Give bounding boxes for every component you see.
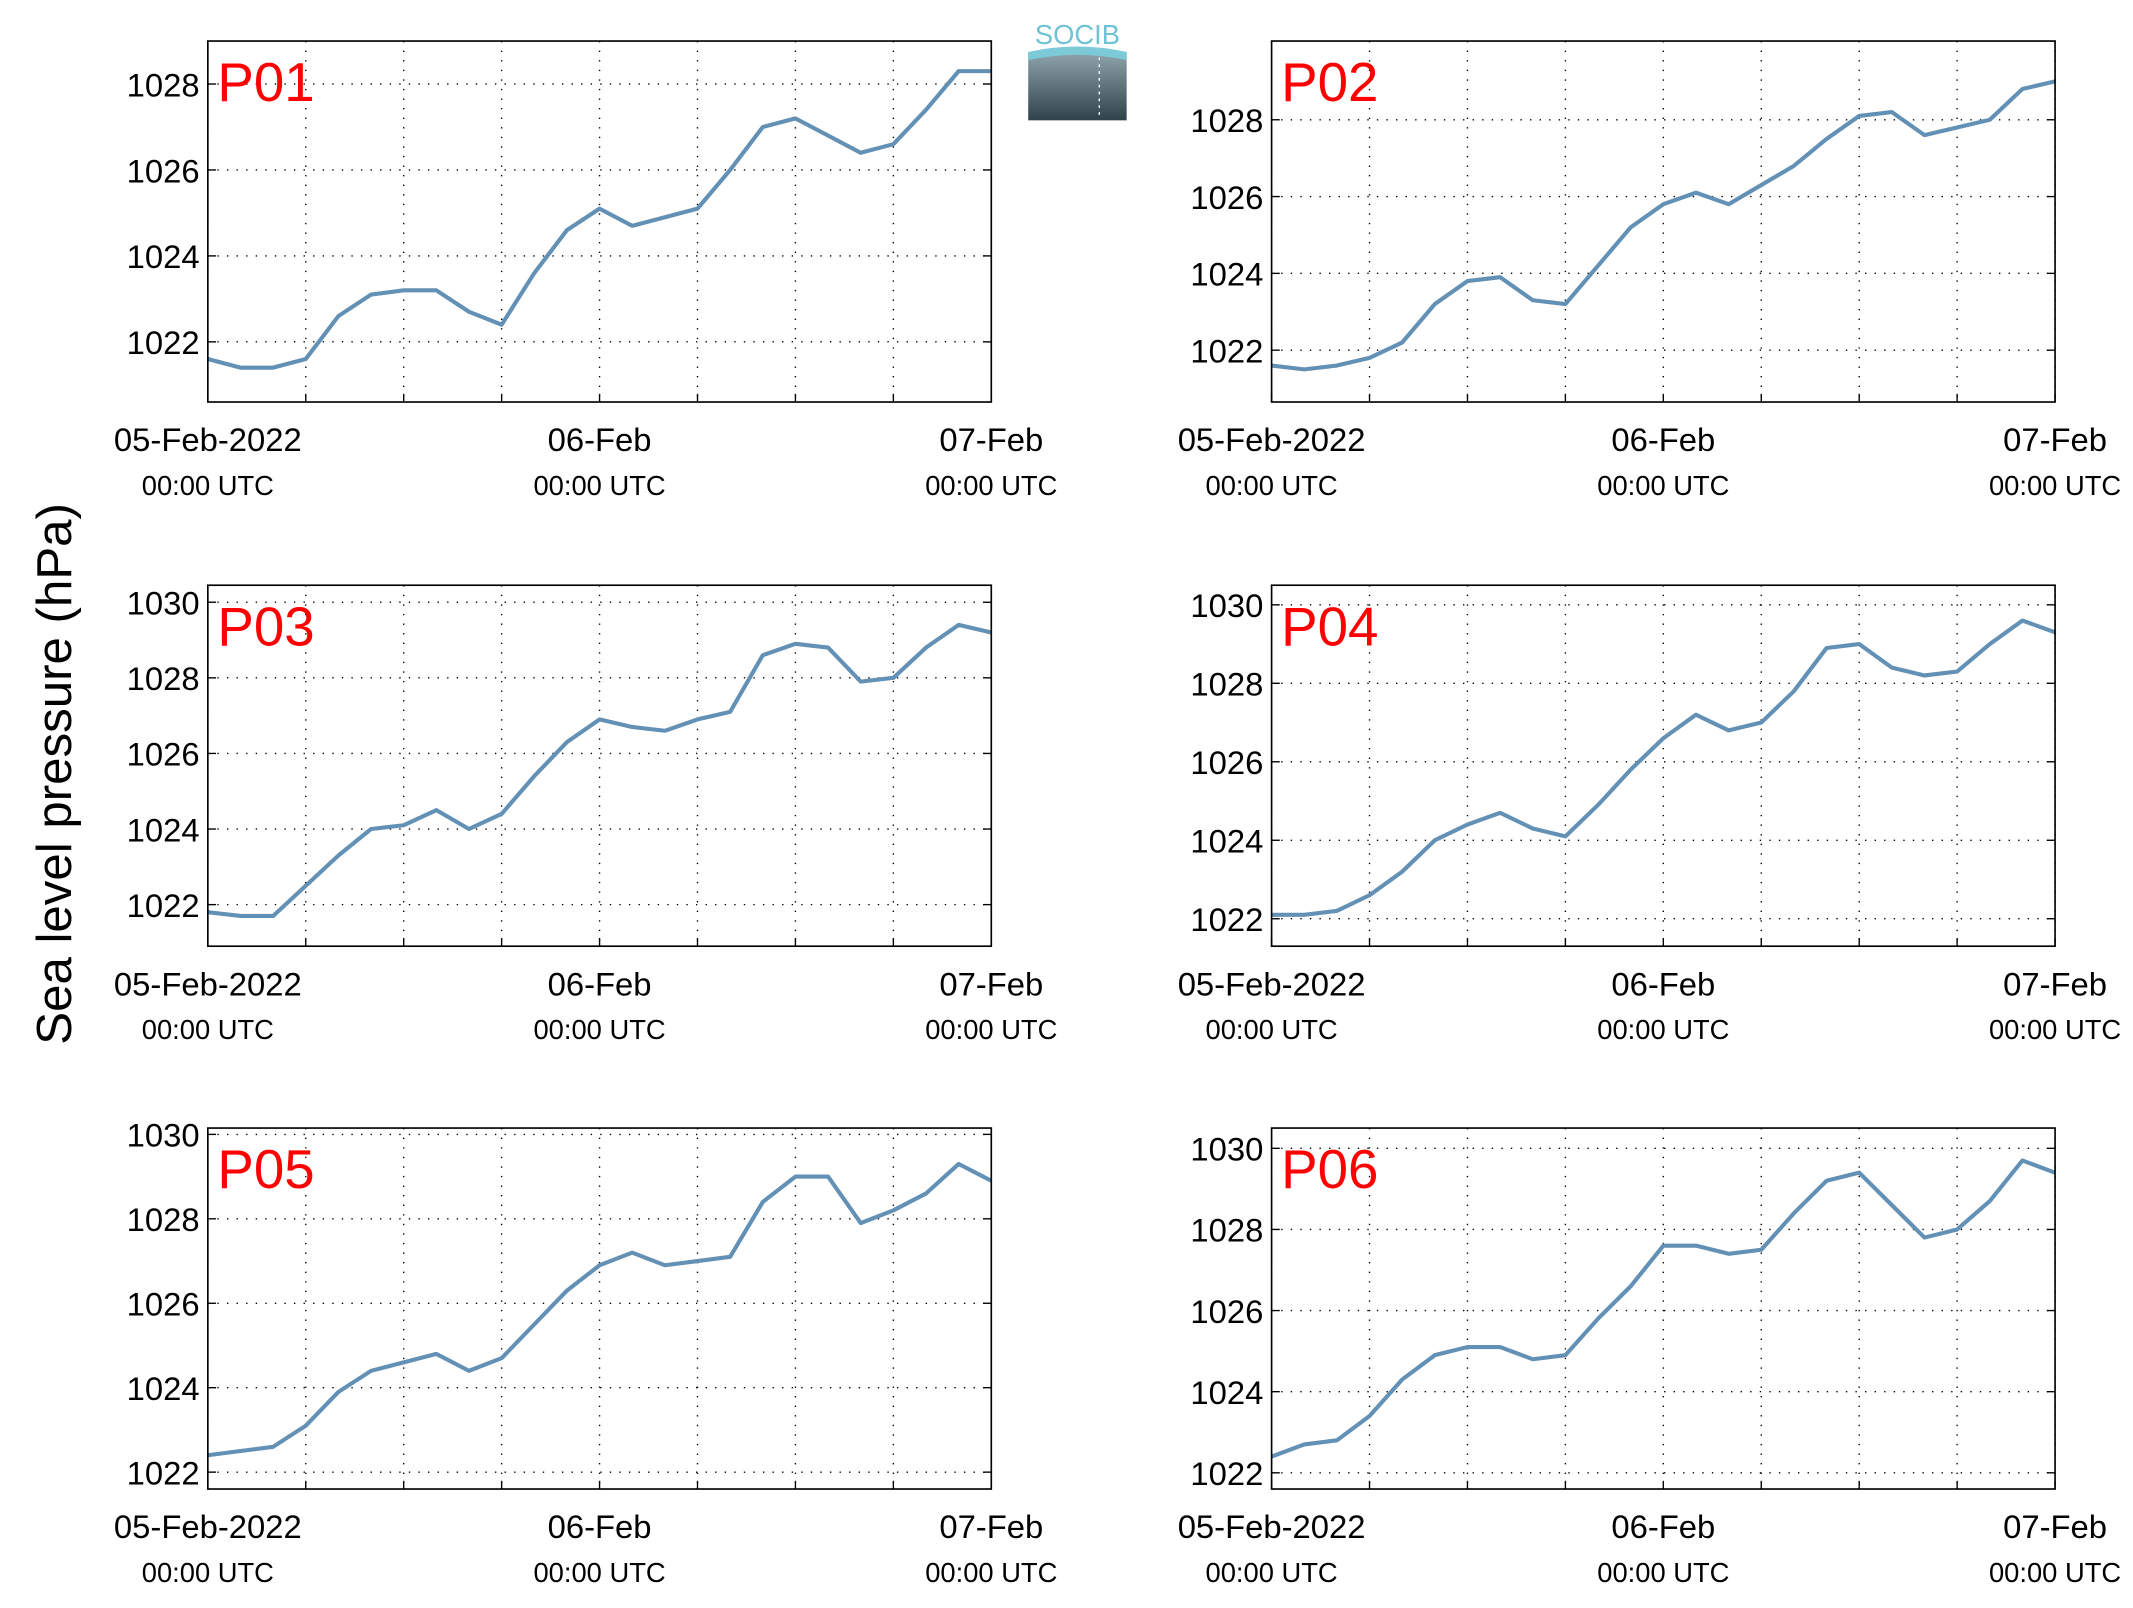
plot-frame (207, 40, 993, 403)
y-tick-label: 1024 (1190, 256, 1263, 293)
plot-area (207, 1128, 992, 1490)
x-tick-sublabel: 00:00 UTC (925, 470, 1057, 501)
x-tick-label: 06-Feb (1611, 421, 1715, 458)
x-tick-label: 05-Feb-2022 (1178, 965, 1366, 1002)
x-tick-sublabel: 00:00 UTC (1597, 470, 1729, 501)
x-tick-sublabel: 00:00 UTC (533, 1014, 665, 1045)
panel: 1022 1024 1026 1028 05-Feb-2022 00:00 UTC 06-F… (1178, 40, 2121, 501)
x-tick-sublabel: 00:00 UTC (1206, 1014, 1338, 1045)
x-tick-label: 06-Feb (548, 421, 652, 458)
y-tick-label: 1030 (1190, 587, 1263, 624)
x-tick-label: 07-Feb (939, 1508, 1043, 1545)
panel: 1022 1024 1026 1028 1030 05-Feb-2022 00:00 UTC… (1178, 584, 2121, 1045)
y-tick-label: 1024 (127, 1370, 200, 1407)
panel-title: P06 (1281, 1138, 1378, 1200)
panel: 1022 1024 1026 1028 1030 05-Feb-2022 00:00 UTC… (1178, 1127, 2121, 1588)
y-tick-label: 1026 (1190, 179, 1263, 216)
y-tick-label: 1028 (1190, 1212, 1263, 1249)
x-tick-label: 05-Feb-2022 (114, 965, 302, 1002)
y-tick-label: 1028 (1190, 102, 1263, 139)
plot-frame (207, 584, 993, 948)
y-tick-label: 1028 (127, 660, 200, 697)
x-tick-sublabel: 00:00 UTC (142, 1014, 274, 1045)
y-tick-label: 1022 (1190, 901, 1263, 938)
y-tick-label: 1024 (1190, 1374, 1263, 1411)
plot-frame (1270, 584, 2056, 948)
x-tick-label: 07-Feb (2003, 1508, 2107, 1545)
y-tick-label: 1022 (1190, 1455, 1263, 1492)
logo-mark (1028, 51, 1127, 121)
x-tick-sublabel: 00:00 UTC (533, 1557, 665, 1588)
y-tick-label: 1030 (127, 585, 200, 622)
panel-title: P04 (1281, 595, 1378, 657)
plot-frame (207, 1127, 993, 1490)
y-tick-label: 1026 (127, 152, 200, 189)
x-tick-label: 07-Feb (939, 421, 1043, 458)
x-tick-sublabel: 00:00 UTC (533, 470, 665, 501)
y-tick-label: 1022 (127, 887, 200, 924)
x-tick-sublabel: 00:00 UTC (925, 1557, 1057, 1588)
panel: 1022 1024 1026 1028 1030 05-Feb-2022 00:00 UTC… (114, 1117, 1057, 1588)
panel-title: P05 (217, 1138, 314, 1200)
y-tick-label: 1028 (1190, 666, 1263, 703)
x-tick-label: 06-Feb (1611, 965, 1715, 1002)
x-tick-sublabel: 00:00 UTC (925, 1014, 1057, 1045)
y-tick-label: 1026 (1190, 744, 1263, 781)
y-tick-label: 1022 (127, 1454, 200, 1491)
y-axis-label: Sea level pressure (hPa) (27, 503, 82, 1045)
panel-title: P02 (1281, 51, 1378, 113)
series-line (207, 1161, 993, 1458)
y-tick-label: 1024 (1190, 823, 1263, 860)
plot-area (1271, 1128, 2056, 1490)
y-tick-label: 1022 (127, 324, 200, 361)
y-tick-label: 1030 (127, 1117, 200, 1154)
logo: SOCIB (1028, 19, 1127, 121)
y-tick-label: 1028 (127, 1201, 200, 1238)
series-line (207, 622, 992, 919)
x-tick-label: 06-Feb (1611, 1508, 1715, 1545)
plot-frame (1270, 1127, 2056, 1490)
plot-area (1271, 585, 2056, 947)
x-tick-label: 05-Feb-2022 (1178, 1508, 1366, 1545)
series-line (1270, 1158, 2056, 1459)
plot-area (207, 41, 992, 403)
x-tick-label: 07-Feb (2003, 421, 2107, 458)
x-tick-sublabel: 00:00 UTC (142, 1557, 274, 1588)
x-tick-label: 07-Feb (939, 965, 1043, 1002)
x-tick-label: 06-Feb (548, 1508, 652, 1545)
y-tick-label: 1024 (127, 238, 200, 275)
logo-wave (1028, 46, 1127, 61)
y-tick-label: 1026 (1190, 1293, 1263, 1330)
y-tick-label: 1030 (1190, 1131, 1263, 1168)
panel-title: P01 (217, 51, 314, 113)
x-tick-sublabel: 00:00 UTC (1597, 1557, 1729, 1588)
x-tick-label: 05-Feb-2022 (1178, 421, 1366, 458)
panel-title: P03 (217, 595, 314, 657)
series-line (1271, 79, 2056, 372)
y-tick-label: 1026 (127, 1286, 200, 1323)
panel: 1022 1024 1026 1028 05-Feb-2022 00:00 UTC 06-F… (114, 40, 1057, 501)
y-tick-label: 1028 (127, 66, 200, 103)
x-tick-sublabel: 00:00 UTC (142, 470, 274, 501)
plot-frame (1270, 40, 2056, 403)
x-tick-sublabel: 00:00 UTC (1989, 1014, 2121, 1045)
series-line (207, 69, 992, 370)
y-tick-label: 1024 (127, 811, 200, 848)
x-tick-sublabel: 00:00 UTC (1597, 1014, 1729, 1045)
panel: 1022 1024 1026 1028 1030 05-Feb-2022 00:00 UTC… (114, 584, 1057, 1045)
x-tick-label: 05-Feb-2022 (114, 1508, 302, 1545)
y-tick-label: 1026 (127, 736, 200, 773)
x-tick-label: 05-Feb-2022 (114, 421, 302, 458)
x-tick-label: 06-Feb (548, 965, 652, 1002)
x-tick-sublabel: 00:00 UTC (1206, 470, 1338, 501)
y-tick-label: 1022 (1190, 332, 1263, 369)
logo-text: SOCIB (1035, 19, 1120, 50)
x-tick-label: 07-Feb (2003, 965, 2107, 1002)
x-tick-sublabel: 00:00 UTC (1989, 1557, 2121, 1588)
x-tick-sublabel: 00:00 UTC (1989, 470, 2121, 501)
series-line (1271, 618, 2056, 917)
plot-area (207, 585, 992, 947)
x-tick-sublabel: 00:00 UTC (1206, 1557, 1338, 1588)
